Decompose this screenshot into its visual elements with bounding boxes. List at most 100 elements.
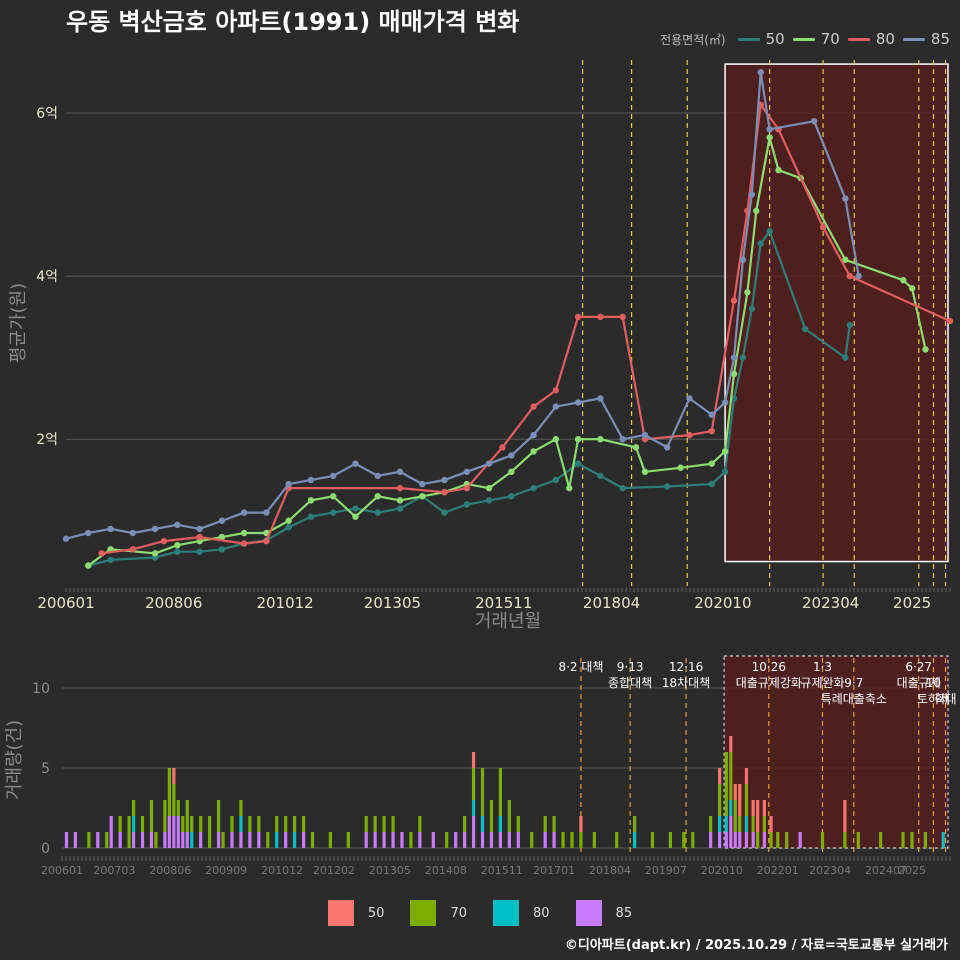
data-point-80	[129, 546, 137, 553]
policy-annotation: 18차대책	[662, 675, 710, 690]
volume-bar-70	[923, 832, 927, 848]
volume-bar-70	[615, 832, 619, 848]
volume-bar-70	[163, 800, 167, 832]
volume-bar-70	[633, 816, 637, 832]
volume-bar-85	[118, 832, 122, 848]
data-point-85	[810, 117, 818, 125]
volume-bar-70	[239, 800, 243, 816]
data-point-85	[748, 191, 756, 198]
data-point-85	[285, 480, 292, 488]
volume-bar-70	[507, 800, 511, 832]
data-point-70	[330, 493, 337, 500]
volume-bar-70	[293, 816, 297, 832]
volume-bar-85	[709, 832, 713, 848]
volume-bar-70	[744, 784, 749, 816]
volume-legend-item-80[interactable]: 80	[493, 900, 550, 926]
volume-bar-70	[733, 800, 737, 832]
policy-annotation: 12·16	[669, 660, 703, 674]
data-point-70	[632, 444, 640, 451]
legend-item-70[interactable]: 70	[792, 30, 840, 48]
volume-bar-70	[709, 816, 713, 832]
volume-bar-85	[181, 832, 185, 848]
data-point-85	[419, 480, 426, 488]
volume-bar-50	[471, 752, 476, 768]
volume-legend-item-85[interactable]: 85	[575, 900, 633, 926]
y-tick-label: 4억	[36, 269, 58, 285]
data-point-70	[419, 493, 426, 500]
x-tick-label: 202010	[701, 864, 743, 877]
data-point-50	[802, 325, 809, 333]
data-point-50	[174, 548, 181, 555]
data-point-80	[686, 431, 693, 439]
data-point-70	[908, 285, 916, 292]
data-point-50	[107, 556, 114, 564]
data-point-80	[730, 297, 738, 304]
volume-bar-50	[733, 784, 737, 800]
data-point-70	[842, 256, 849, 263]
legend-item-80[interactable]: 80	[847, 30, 895, 48]
x-axis-title: 거래년월	[475, 611, 541, 632]
source-footer: ©디아파트(dapt.kr) / 2025.10.29 / 자료=국토교통부 실…	[564, 938, 948, 953]
volume-bar-70	[346, 832, 350, 848]
volume-bar-70	[516, 816, 520, 832]
volume-bar-85	[172, 816, 176, 848]
x-tick-label: 201305	[369, 864, 411, 877]
volume-bar-70	[729, 752, 733, 800]
data-point-80	[396, 484, 404, 492]
volume-bar-80	[131, 816, 136, 832]
legend-item-50[interactable]: 50	[737, 30, 785, 48]
volume-bar-70	[691, 832, 695, 848]
data-point-70	[508, 468, 515, 476]
volume-bar-70	[738, 816, 742, 832]
volume-bar-70	[199, 816, 203, 832]
volume-bar-70	[552, 816, 556, 832]
data-point-85	[85, 529, 92, 537]
volume-bar-85	[400, 832, 404, 848]
data-point-70	[374, 493, 381, 500]
data-point-70	[352, 513, 359, 520]
series-line-80	[101, 102, 951, 555]
volume-legend-item-50[interactable]: 50	[327, 900, 385, 926]
volume-bar-80	[724, 816, 728, 832]
data-point-70	[641, 468, 649, 476]
data-point-85	[485, 460, 493, 467]
data-point-85	[307, 476, 315, 484]
data-point-80	[574, 313, 582, 321]
volume-bar-85	[257, 832, 261, 848]
volume-legend-label-50: 50	[367, 905, 385, 921]
data-point-70	[240, 529, 248, 537]
x-tick-label: 201804	[583, 594, 640, 612]
x-tick-label: 201202	[313, 864, 355, 877]
x-tick-label: 201511	[481, 864, 523, 877]
volume-bar-85	[301, 832, 306, 848]
data-point-70	[775, 166, 782, 174]
volume-bar-70	[373, 816, 377, 832]
volume-bar-70	[248, 816, 252, 832]
data-point-85	[151, 525, 159, 533]
data-point-70	[597, 436, 604, 443]
volume-bar-70	[140, 816, 145, 832]
legend-swatch-85	[902, 37, 925, 41]
legend-item-85[interactable]: 85	[902, 30, 950, 48]
policy-annotation: 대출규제	[897, 676, 941, 690]
volume-bar-85	[239, 832, 243, 848]
highlight-region	[724, 63, 949, 563]
volume-bar-70	[176, 800, 180, 816]
data-point-70	[151, 550, 159, 557]
volume-legend-item-70[interactable]: 70	[410, 900, 467, 926]
policy-annotation: 10	[926, 676, 941, 690]
data-point-50	[619, 484, 626, 492]
policy-annotation: 8·2 대책	[558, 659, 603, 674]
policy-annotation: 9·13	[617, 660, 644, 674]
data-point-70	[766, 134, 773, 141]
volume-bar-85	[431, 832, 435, 848]
volume-bar-85	[391, 832, 395, 848]
volume-bar-70	[301, 816, 306, 832]
data-point-80	[530, 403, 537, 410]
volume-legend-label-85: 85	[615, 905, 633, 921]
volume-bar-70	[776, 832, 780, 848]
data-point-85	[619, 436, 626, 443]
data-point-80	[708, 427, 715, 435]
volume-bar-70	[418, 816, 422, 832]
volume-bar-80	[239, 816, 243, 832]
